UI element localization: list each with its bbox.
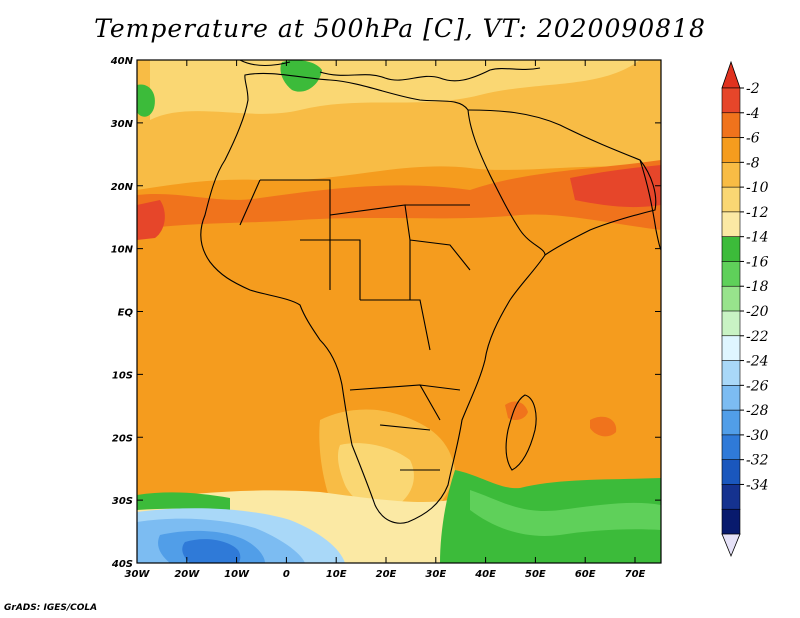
colorbar-segment <box>721 186 741 213</box>
lat-label: 30S <box>112 496 133 507</box>
colorbar-label: -28 <box>746 403 769 419</box>
lon-label: 30E <box>425 569 446 580</box>
colorbar-label: -16 <box>746 254 769 270</box>
lon-label: 50E <box>525 569 546 580</box>
lat-label: 10S <box>112 370 133 381</box>
lat-label: 40S <box>111 559 133 570</box>
lon-label: 70E <box>625 569 646 580</box>
lon-label: 0 <box>283 569 290 580</box>
lon-label: 20E <box>376 569 397 580</box>
map-title: Temperature at 500hPa [C], VT: 202009081… <box>94 14 706 43</box>
colorbar-label: -32 <box>746 453 769 469</box>
colorbar-label: -8 <box>746 155 760 171</box>
lat-label: EQ <box>118 308 134 319</box>
colorbar-label: -26 <box>746 378 769 394</box>
lat-label: 30N <box>111 119 134 130</box>
credit-text: GrADS: IGES/COLA <box>4 603 98 613</box>
colorbar-label: -34 <box>746 477 769 493</box>
lat-label: 20N <box>111 182 134 193</box>
colorbar-bottom-arrow <box>721 533 741 558</box>
longitude-axis: 30W 20W 10W 0 10E 20E 30E 40E 50E 60E 70E <box>125 60 646 580</box>
colorbar-segment <box>721 285 741 312</box>
colorbar-label: -20 <box>746 304 769 320</box>
colorbar-segment <box>721 409 741 436</box>
colorbar: -2 -4 -6 -8 -10 -12 -14 -16 -18 -20 -22 -24 -26 -28 -3… <box>721 60 769 558</box>
lon-label: 10W <box>224 569 250 580</box>
lat-label: 10N <box>111 245 134 256</box>
colorbar-segment <box>721 236 741 263</box>
lat-label: 40N <box>110 56 134 67</box>
lon-label: 60E <box>575 569 596 580</box>
colorbar-segment <box>721 112 741 139</box>
colorbar-label: -24 <box>746 354 769 370</box>
colorbar-label: -22 <box>746 329 769 345</box>
colorbar-label: -12 <box>746 205 769 221</box>
colorbar-segment <box>721 385 741 411</box>
colorbar-segment <box>721 211 741 238</box>
colorbar-top-arrow <box>721 60 741 89</box>
colorbar-segment <box>721 459 741 486</box>
colorbar-segment <box>721 508 741 535</box>
colorbar-segment <box>721 335 741 362</box>
colorbar-label: -4 <box>746 106 760 122</box>
colorbar-segment <box>721 360 741 386</box>
latitude-axis: 40N 30N 20N 10N EQ 10S 20S 30S 40S <box>110 56 661 570</box>
colorbar-segment <box>721 162 741 188</box>
colorbar-segment <box>721 87 741 114</box>
colorbar-segment <box>721 261 741 287</box>
colorbar-label: -30 <box>746 428 769 444</box>
colorbar-segment <box>721 137 741 163</box>
lon-label: 20W <box>174 569 200 580</box>
temperature-field <box>137 60 661 563</box>
colorbar-label: -14 <box>746 230 769 246</box>
colorbar-label: -10 <box>746 180 769 196</box>
colorbar-label: -2 <box>746 81 760 97</box>
lon-label: 30W <box>125 569 151 580</box>
colorbar-segment <box>721 484 741 510</box>
lon-label: 40E <box>474 569 496 580</box>
colorbar-segment <box>721 310 741 337</box>
lon-label: 10E <box>326 569 347 580</box>
lat-label: 20S <box>112 433 133 444</box>
colorbar-segment <box>721 434 741 461</box>
colorbar-label: -18 <box>746 279 769 295</box>
colorbar-label: -6 <box>746 131 760 147</box>
